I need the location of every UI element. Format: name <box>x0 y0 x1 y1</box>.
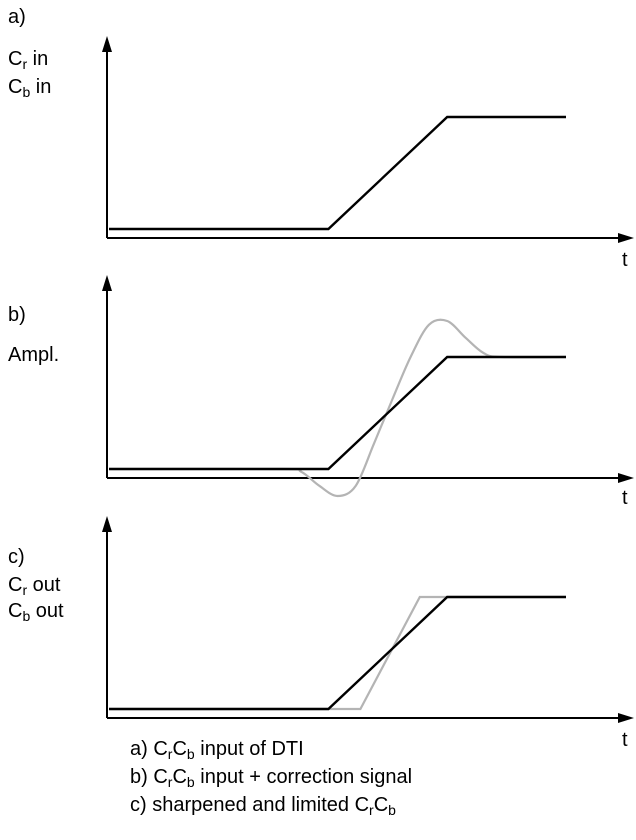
signal-input <box>109 595 566 711</box>
panel-a-ylabel-cb: Cb in <box>8 76 52 100</box>
panel-a-ylabel-cr: Cr in <box>8 48 49 72</box>
panel-b-letter: b) <box>8 304 26 326</box>
panel-c-ylabel-cr: Cr out <box>8 574 61 598</box>
panel-b-ylabel: Ampl. <box>8 344 60 366</box>
panel-b-plot <box>102 275 634 498</box>
panel-b-xlabel: t <box>622 487 628 509</box>
caption-line-a: a) CrCb input of DTI <box>130 738 304 762</box>
panel-c-plot <box>102 516 634 723</box>
signal-sharpened <box>109 595 566 711</box>
x-axis-arrow <box>618 713 634 723</box>
x-axis-arrow <box>618 473 634 483</box>
caption-line-c: c) sharpened and limited CrCb <box>130 794 396 818</box>
panel-a-plot <box>102 36 634 243</box>
y-axis-arrow <box>102 275 112 291</box>
panel-c-ylabel-cb: Cb out <box>8 600 64 624</box>
x-axis-arrow <box>618 233 634 243</box>
signal-input <box>109 355 566 471</box>
panel-a-letter: a) <box>8 6 26 28</box>
panel-c-xlabel: t <box>622 729 628 751</box>
y-axis-arrow <box>102 516 112 532</box>
panel-a-xlabel: t <box>622 249 628 271</box>
panel-c-letter: c) <box>8 546 25 568</box>
signal-correction <box>108 318 567 498</box>
y-axis-arrow <box>102 36 112 52</box>
signal-input <box>109 115 566 231</box>
caption-line-b: b) CrCb input + correction signal <box>130 766 413 790</box>
